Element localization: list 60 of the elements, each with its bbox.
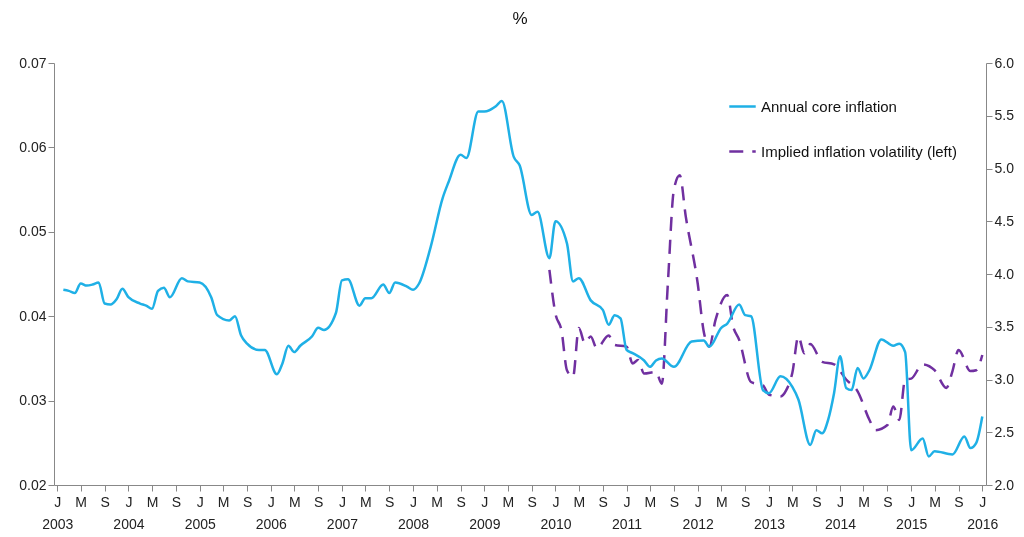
y-tick-label: 0.07 — [19, 54, 47, 71]
x-tick-label: J 2007 — [326, 493, 359, 532]
x-tick-label: S — [314, 493, 324, 510]
y2-tick-label: 4.5 — [994, 212, 1015, 229]
y2-tick-label: 6.0 — [994, 54, 1015, 71]
x-tick-label: J 2013 — [753, 493, 786, 532]
legend-label: Implied inflation volatility (left) — [761, 142, 957, 160]
y-tick-label: 0.05 — [19, 223, 47, 240]
y-tick-label: 0.06 — [19, 138, 47, 155]
x-tick-label: S — [812, 493, 822, 510]
x-tick-label: S — [456, 493, 466, 510]
x-tick-label: M — [431, 493, 443, 510]
x-tick-label: S — [527, 493, 537, 510]
y-tick-label: 0.04 — [19, 307, 47, 324]
y2-tick-label: 2.5 — [994, 423, 1015, 440]
x-tick-label: J 2005 — [184, 493, 216, 532]
x-tick-label: M — [644, 493, 657, 510]
y-tick-label: 0.02 — [19, 476, 47, 493]
x-tick-label: S — [385, 493, 395, 510]
x-tick-label: J 2009 — [469, 493, 501, 532]
x-tick-label: S — [242, 493, 253, 510]
y-tick-label: 0.03 — [19, 392, 47, 409]
chart-title: % — [512, 9, 528, 28]
x-tick-label: M — [146, 493, 159, 510]
y2-tick-label: 3.5 — [994, 318, 1015, 335]
x-tick-label: J 2015 — [896, 493, 928, 532]
x-tick-label: M — [75, 493, 88, 510]
y2-tick-label: 5.0 — [994, 160, 1015, 176]
x-tick-label: M — [715, 493, 728, 510]
line-series — [548, 174, 984, 432]
x-tick-label: M — [217, 493, 230, 510]
x-tick-label: M — [573, 493, 586, 510]
x-tick-label: S — [100, 493, 110, 510]
x-tick-label: S — [954, 493, 964, 510]
x-tick-label: J 2008 — [397, 493, 430, 532]
y2-tick-label: 4.0 — [994, 265, 1015, 282]
x-tick-label: J 2016 — [967, 493, 999, 532]
x-tick-label: J 2004 — [113, 493, 145, 532]
x-tick-label: S — [171, 493, 182, 510]
legend-label: Annual core inflation — [761, 97, 897, 115]
x-tick-label: S — [741, 493, 751, 510]
x-tick-label: M — [787, 493, 799, 510]
x-tick-label: M — [929, 493, 941, 510]
x-tick-label: J 2012 — [682, 493, 714, 532]
x-tick-label: S — [598, 493, 608, 510]
y2-tick-label: 3.0 — [994, 371, 1015, 387]
x-tick-label: M — [359, 493, 372, 510]
y2-tick-label: 5.5 — [994, 107, 1015, 124]
x-tick-label: S — [883, 493, 893, 510]
x-tick-label: J 2003 — [42, 493, 74, 532]
x-tick-label: S — [669, 493, 680, 510]
x-tick-label: M — [858, 493, 870, 510]
x-tick-label: J 2006 — [255, 493, 288, 532]
x-tick-label: J 2014 — [825, 493, 857, 532]
x-tick-label: M — [502, 493, 515, 510]
line-series — [62, 99, 984, 458]
x-tick-label: J 2010 — [540, 493, 572, 532]
y2-tick-label: 2.0 — [994, 476, 1015, 493]
x-tick-label: J 2011 — [612, 493, 643, 532]
x-tick-label: M — [288, 493, 301, 510]
